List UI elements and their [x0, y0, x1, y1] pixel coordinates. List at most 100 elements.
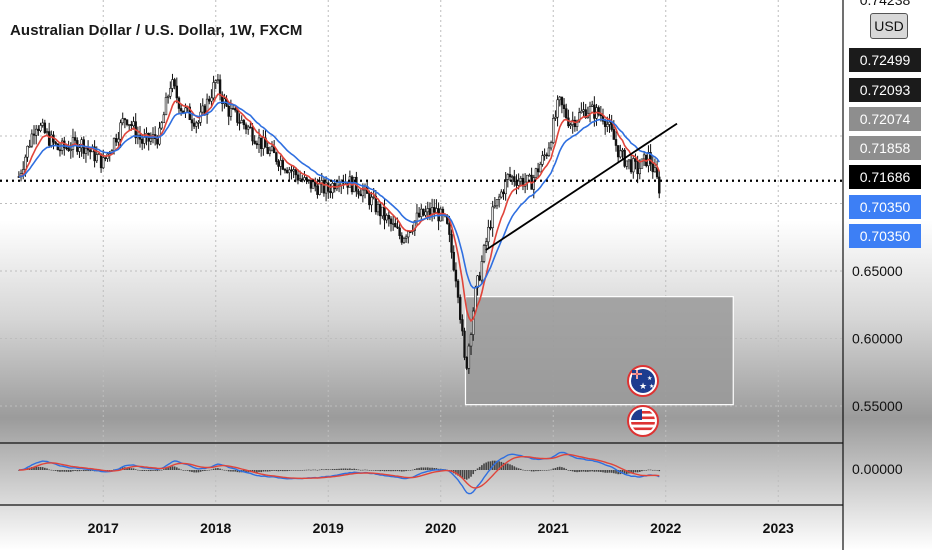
macd-zero-label: 0.00000	[852, 461, 903, 477]
candle-body	[567, 117, 570, 127]
y-axis-labels: 0.55000 0.60000 0.65000	[852, 263, 903, 414]
candle-body	[238, 122, 241, 124]
macd-histogram-bar	[435, 468, 438, 470]
candle-body	[285, 170, 289, 174]
candle-body	[526, 174, 529, 183]
trend-line[interactable]	[485, 122, 678, 251]
macd-histogram-bar	[33, 466, 35, 470]
macd-histogram-bar	[623, 470, 626, 475]
macd-histogram-bar	[141, 470, 143, 471]
candle-body	[322, 180, 326, 194]
candle-body	[493, 205, 497, 208]
candle-body	[93, 146, 96, 162]
macd-histogram-bar	[556, 467, 559, 470]
macd-histogram-bar	[418, 467, 420, 470]
macd-histogram-bar	[63, 470, 66, 472]
candle-body	[24, 156, 27, 170]
candle-body	[37, 128, 40, 131]
macd-histogram-bar	[502, 462, 505, 470]
candle-body	[565, 108, 568, 119]
macd-histogram-bar	[78, 470, 81, 472]
macd-histogram-bar	[186, 470, 189, 471]
candle-body	[469, 334, 473, 347]
macd-histogram-bar	[487, 461, 490, 470]
macd-histogram-bar	[394, 470, 397, 472]
signal-line	[18, 453, 660, 489]
macd-histogram-bar	[634, 470, 637, 473]
macd-histogram-bar	[312, 469, 314, 471]
candle-body	[234, 108, 237, 111]
macd-histogram-bar	[87, 470, 89, 472]
candle-body	[292, 169, 295, 172]
macd-histogram-bar	[69, 470, 72, 472]
macd-histogram-bar	[463, 470, 466, 480]
candle-body	[608, 121, 611, 125]
candle-body	[140, 138, 144, 144]
candle-body	[381, 206, 384, 217]
macd-histogram-bar	[193, 470, 195, 473]
macd-histogram-bar	[474, 470, 477, 472]
candle-body	[39, 125, 42, 131]
price-label-plain: 0.74238	[859, 0, 911, 8]
macd-histogram-bar	[320, 469, 323, 470]
candle-body	[495, 199, 499, 207]
candle-body	[454, 269, 458, 282]
macd-histogram-bar	[336, 468, 338, 470]
macd-histogram-bar	[638, 470, 641, 472]
macd-histogram-bar	[65, 470, 68, 472]
currency-badge[interactable]: USD	[870, 13, 908, 39]
macd-histogram-bar	[481, 465, 483, 470]
macd-histogram-bar	[234, 470, 237, 472]
candle-body	[489, 226, 492, 229]
candle-body	[428, 208, 432, 215]
candle-body	[229, 108, 233, 117]
macd-histogram-bar	[552, 468, 555, 470]
demand-zone-box[interactable]	[464, 296, 734, 406]
candle-body	[556, 99, 559, 118]
macd-histogram-bar	[470, 470, 472, 477]
price-label-dark: 0.72499	[849, 48, 921, 72]
candle-body	[212, 82, 215, 99]
macd-histogram-bar	[364, 469, 366, 471]
candle-body	[391, 223, 395, 225]
candle-body	[277, 161, 280, 167]
candle-body	[484, 241, 488, 246]
candle-body	[208, 98, 211, 102]
macd-histogram-bar	[176, 467, 178, 470]
candle-body	[573, 119, 577, 127]
macd-histogram-bar	[554, 467, 557, 470]
macd-histogram-bar	[223, 469, 226, 471]
candle-body	[400, 235, 404, 243]
macd-histogram-bar	[366, 469, 368, 471]
macd-histogram-bar	[610, 470, 613, 473]
macd-histogram-bar	[269, 470, 271, 472]
macd-histogram-bar	[643, 470, 645, 471]
candle-body	[259, 137, 263, 149]
macd-histogram-bar	[59, 470, 61, 472]
candle-body	[549, 142, 553, 149]
candle-body	[279, 160, 282, 167]
candle-body	[606, 124, 609, 127]
candle-body	[658, 176, 661, 194]
candle-body	[394, 223, 397, 228]
macd-histogram-bar	[180, 469, 182, 471]
candle-body	[197, 121, 200, 124]
macd-histogram-bar	[256, 470, 258, 473]
candle-body	[95, 154, 98, 162]
macd-histogram-bar	[201, 470, 204, 472]
ema-fast-line	[18, 93, 661, 323]
macd-histogram-bar	[171, 466, 174, 470]
macd-histogram-bar	[338, 468, 340, 470]
price-label-black: 0.71686	[849, 165, 921, 189]
candle-body	[71, 137, 75, 150]
candle-body	[303, 177, 306, 181]
candle-body	[500, 191, 503, 198]
macd-histogram-bar	[457, 470, 459, 476]
candle-body	[301, 178, 304, 181]
macd-histogram-bar	[576, 470, 578, 473]
svg-text:★: ★	[649, 383, 654, 390]
candle-body	[638, 168, 641, 175]
macd-histogram-bar	[331, 469, 334, 470]
macd-histogram-bar	[264, 470, 267, 472]
